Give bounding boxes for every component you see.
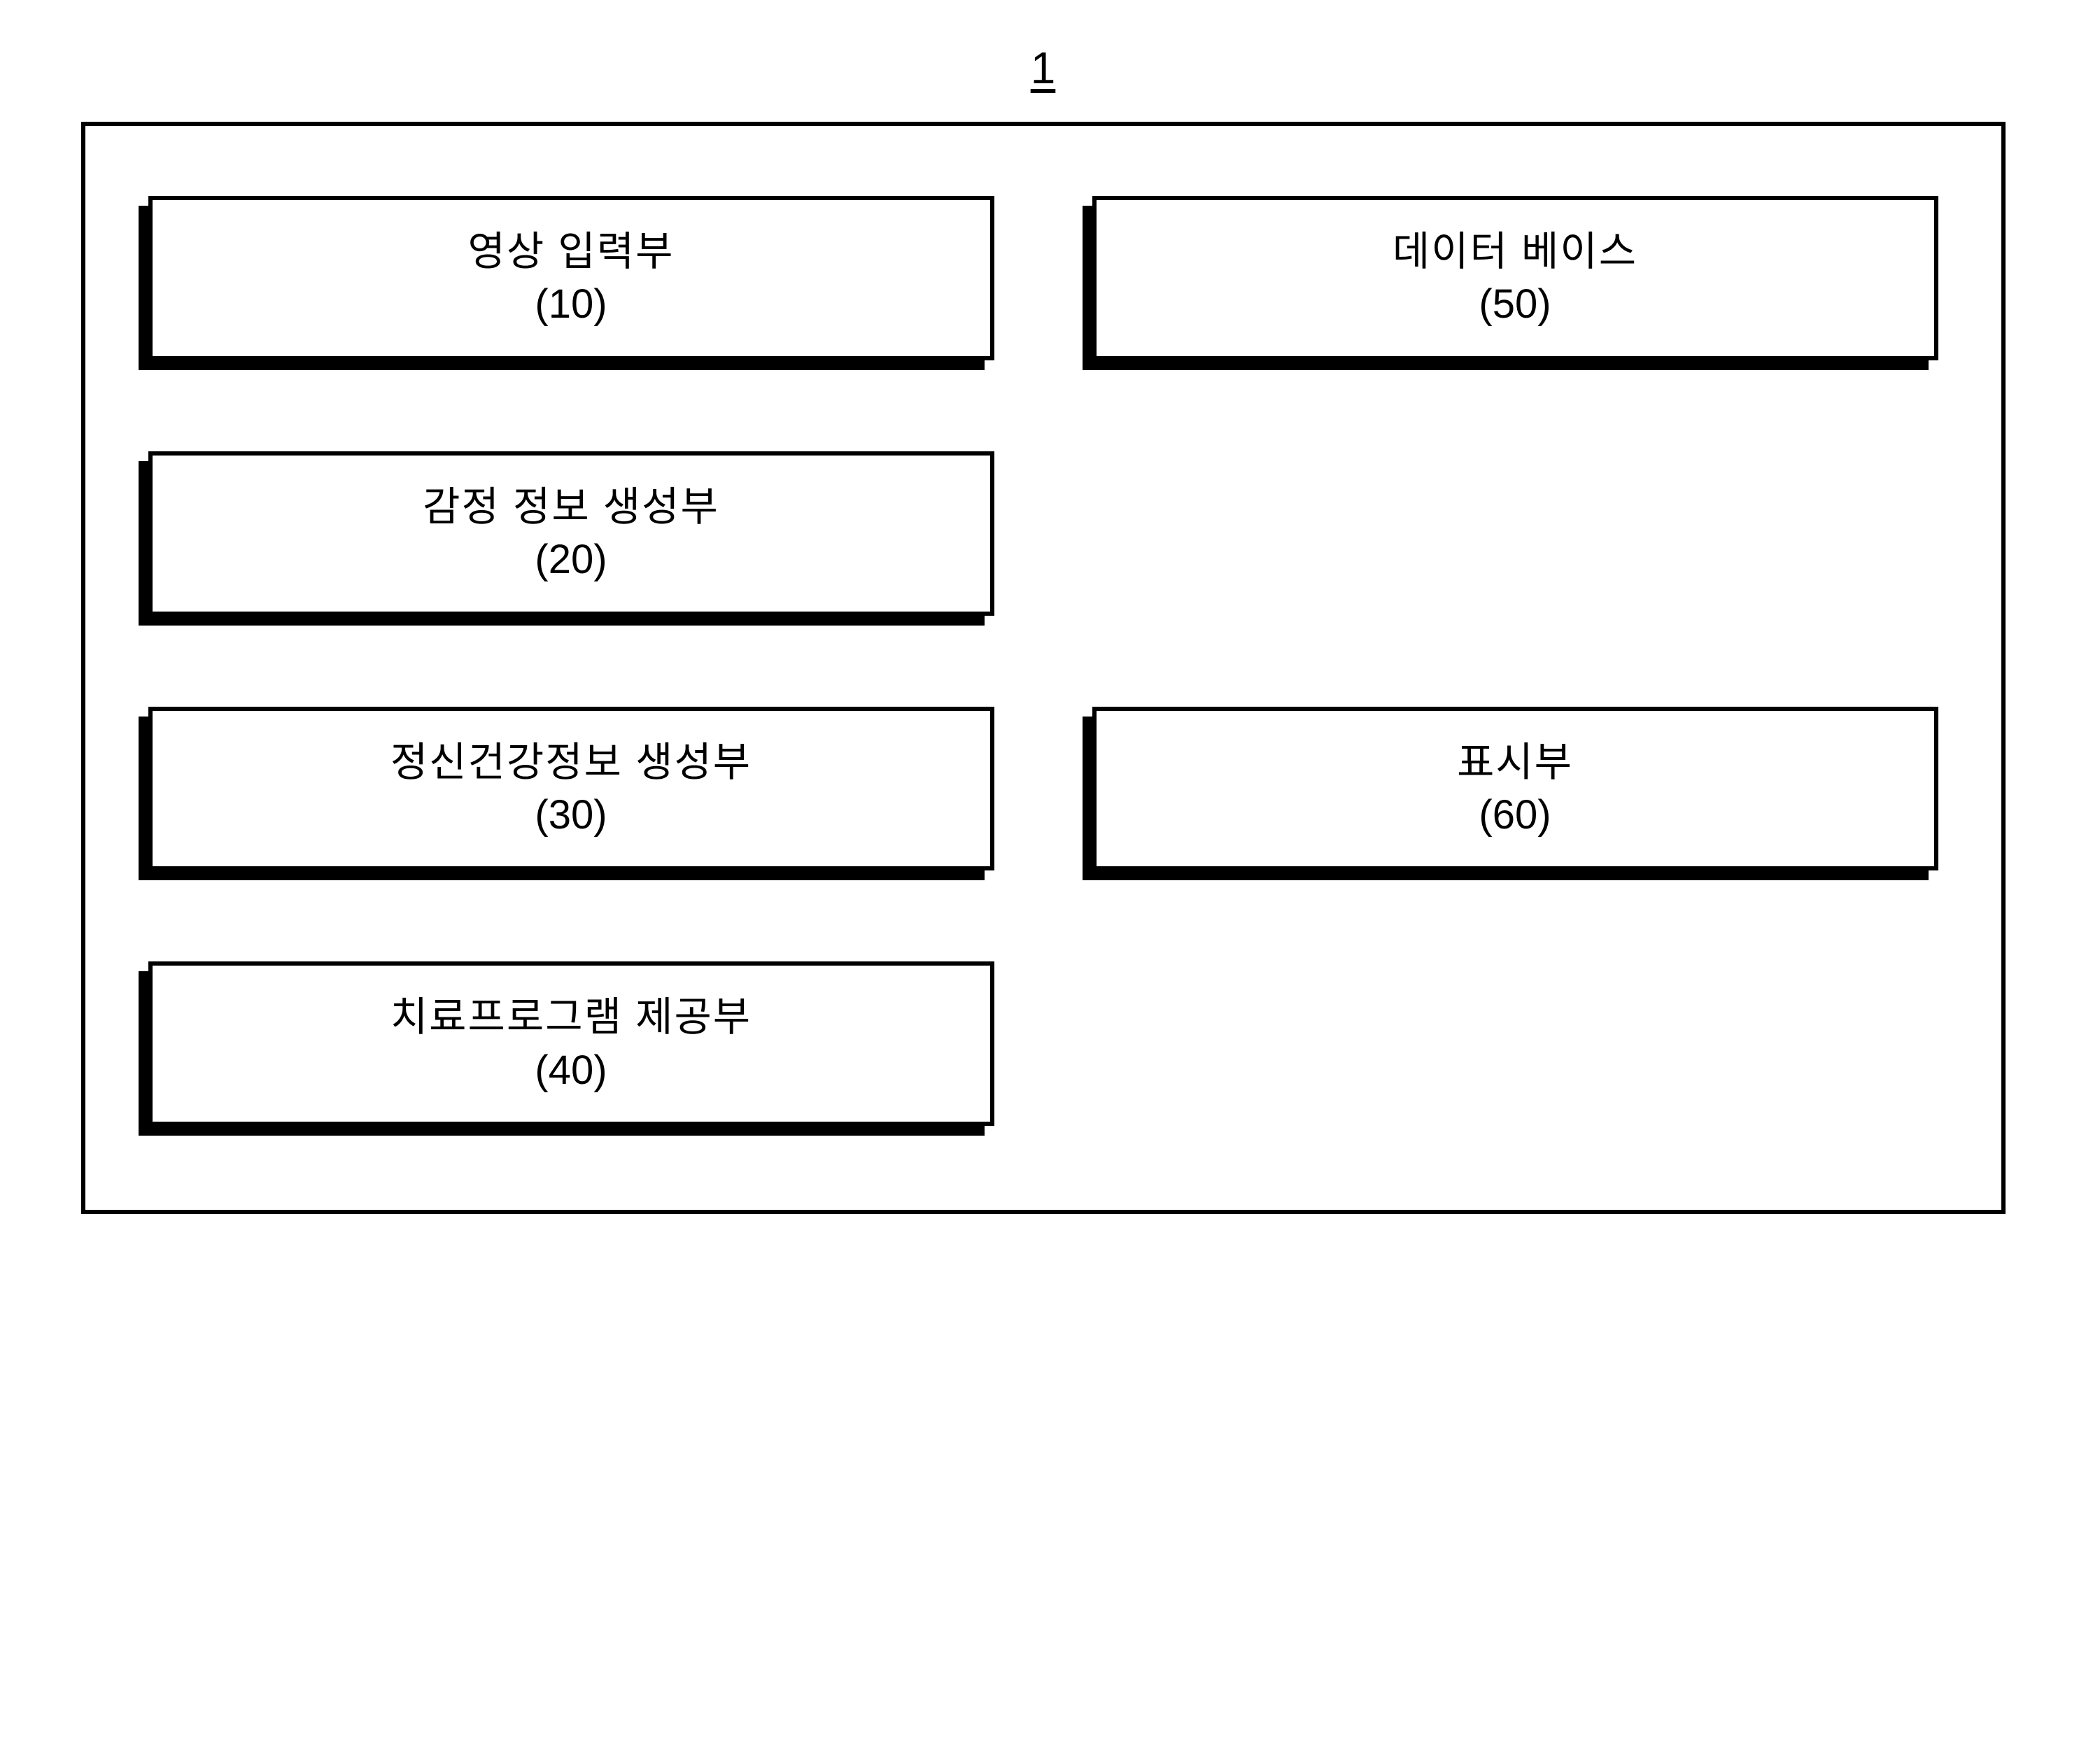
block-label: 치료프로그램 제공부 [390,991,752,1043]
block-number: (30) [535,789,607,841]
block-label: 정신건강정보 생성부 [390,736,752,789]
block-label: 감정 정보 생성부 [423,481,719,533]
block-number: (20) [535,533,607,586]
block-emotion-info-generator: 감정 정보 생성부 (20) [148,451,994,616]
block-display: 표시부 (60) [1092,707,1938,871]
block-label: 표시부 [1457,736,1573,789]
block-video-input: 영상 입력부 (10) [148,196,994,360]
block-number: (40) [535,1044,607,1096]
block-number: (50) [1479,278,1551,330]
block-label: 영상 입력부 [468,225,675,278]
block-number: (10) [535,278,607,330]
block-label: 데이터 베이스 [1393,225,1637,278]
diagram-title: 1 [1031,42,1056,94]
diagram-container: 영상 입력부 (10) 데이터 베이스 (50) 감정 정보 생성부 (20) … [81,122,2006,1214]
block-database: 데이터 베이스 (50) [1092,196,1938,360]
block-number: (60) [1479,789,1551,841]
block-mental-health-info-generator: 정신건강정보 생성부 (30) [148,707,994,871]
block-treatment-program-provider: 치료프로그램 제공부 (40) [148,961,994,1126]
